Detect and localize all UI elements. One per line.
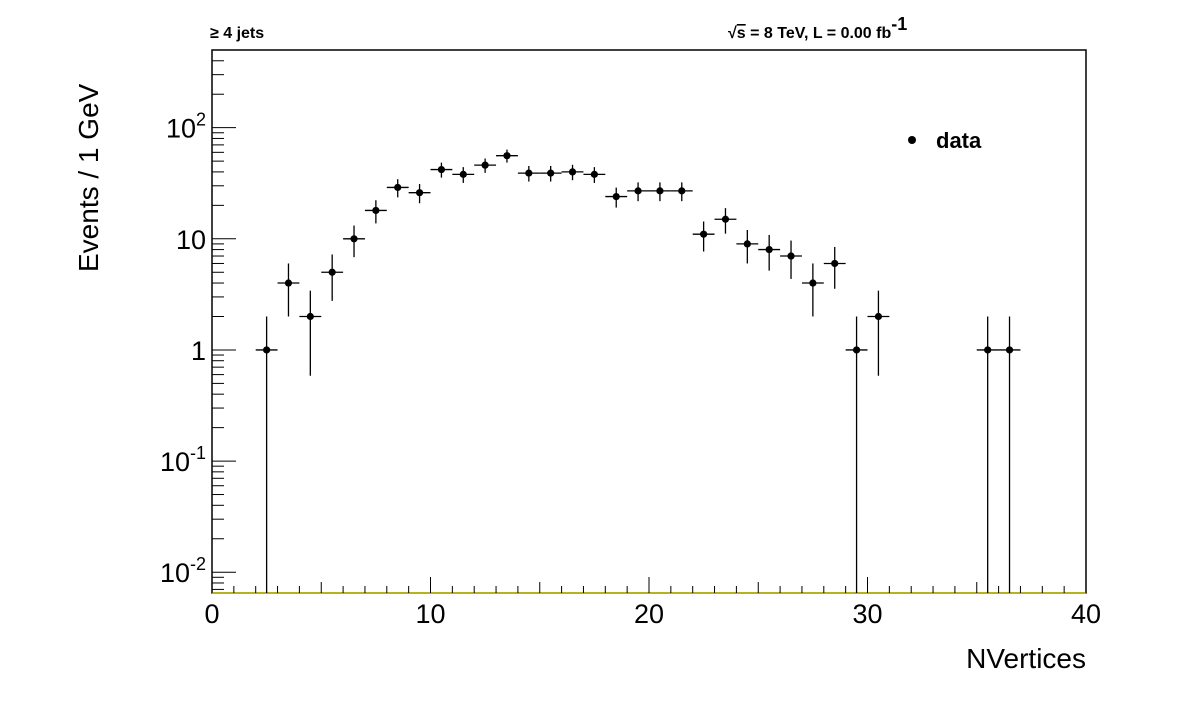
- data-marker: [568, 168, 577, 176]
- data-marker: [328, 268, 336, 276]
- sqrt-s-text: s: [737, 25, 746, 42]
- data-marker: [459, 170, 467, 178]
- data-point: [867, 290, 890, 376]
- data-marker: [612, 192, 620, 201]
- data-marker: [678, 187, 686, 195]
- data-marker: [656, 187, 664, 195]
- header-energy-luminosity-label: √s = 8 TeV, L = 0.00 fb-1: [728, 14, 907, 42]
- data-point: [408, 184, 431, 204]
- data-point: [386, 179, 409, 198]
- data-marker: [525, 169, 533, 177]
- data-marker: [415, 189, 424, 197]
- data-point: [561, 164, 584, 181]
- data-point: [517, 165, 540, 182]
- data-point: [321, 254, 344, 301]
- data-marker: [481, 161, 489, 169]
- x-tick-label: 20: [634, 599, 664, 629]
- data-marker: [787, 252, 795, 260]
- data-marker: [263, 346, 271, 354]
- data-point: [605, 187, 628, 208]
- y-axis-title: Events / 1 GeV: [73, 83, 104, 272]
- data-point: [649, 182, 671, 202]
- data-marker: [547, 169, 555, 177]
- data-marker: [1005, 346, 1014, 354]
- data-marker: [372, 206, 380, 215]
- data-marker: [809, 279, 817, 287]
- sqrt-symbol: √: [728, 25, 737, 42]
- data-marker: [350, 235, 358, 243]
- energy-luminosity-text: = 8 TeV, L = 0.00 fb: [746, 25, 892, 42]
- data-marker: [852, 346, 861, 354]
- data-marker: [984, 346, 992, 354]
- data-marker: [700, 230, 708, 238]
- x-tick-label: 40: [1071, 599, 1101, 629]
- data-marker: [874, 312, 883, 321]
- data-point: [299, 290, 322, 376]
- data-point: [845, 316, 868, 593]
- data-marker: [590, 170, 598, 178]
- data-marker: [503, 152, 511, 160]
- x-tick-label: 0: [204, 599, 219, 629]
- data-marker: [743, 240, 751, 248]
- data-point: [255, 316, 278, 593]
- data-point: [714, 208, 737, 234]
- x-tick-label: 30: [852, 599, 882, 629]
- x-tick-label: 10: [415, 599, 445, 629]
- data-point: [627, 182, 649, 202]
- legend: data: [908, 128, 982, 153]
- data-marker: [721, 215, 730, 223]
- data-point: [692, 221, 715, 252]
- legend-label-data: data: [936, 128, 982, 153]
- legend-marker: [908, 136, 916, 144]
- x-axis-title: NVertices: [966, 643, 1086, 674]
- y-tick-label: 1: [191, 336, 206, 366]
- y-tick-label: 10-1: [160, 443, 206, 477]
- header-jets-label: ≥ 4 jets: [210, 25, 264, 42]
- data-point: [496, 149, 518, 163]
- data-marker: [437, 165, 446, 174]
- data-point: [801, 263, 824, 317]
- luminosity-unit-exponent: -1: [891, 14, 907, 34]
- data-marker: [831, 259, 839, 268]
- data-point: [976, 316, 999, 593]
- data-point: [277, 263, 300, 317]
- data-marker: [284, 279, 293, 287]
- data-point: [823, 246, 846, 289]
- data-point: [670, 182, 693, 202]
- data-point: [430, 162, 453, 178]
- data-point: [364, 200, 387, 224]
- data-marker: [765, 245, 773, 254]
- y-tick-label: 10-2: [160, 554, 206, 588]
- data-point: [736, 230, 759, 264]
- data-point: [998, 316, 1021, 593]
- data-point: [780, 240, 802, 279]
- data-point: [583, 167, 606, 183]
- data-point: [343, 225, 365, 258]
- data-point: [758, 234, 781, 271]
- data-marker: [394, 183, 402, 192]
- data-marker: [634, 187, 642, 195]
- y-tick-label: 10: [176, 225, 206, 255]
- data-point: [452, 167, 475, 183]
- data-point: [539, 165, 562, 182]
- data-marker: [306, 312, 314, 321]
- y-tick-label: 102: [166, 110, 206, 144]
- data-point: [474, 158, 497, 173]
